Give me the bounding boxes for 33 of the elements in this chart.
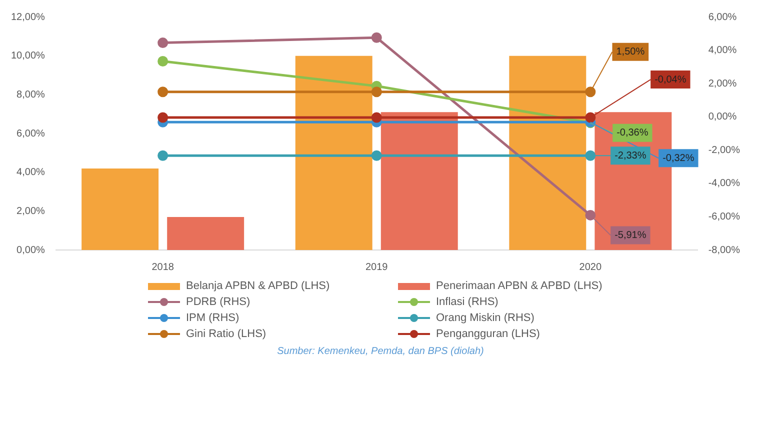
y-tick-label: 8,00% [16,89,46,100]
legend-label: Orang Miskin (RHS) [436,312,534,324]
y2-tick-label: 0,00% [708,112,737,123]
legend-label: Pengangguran (LHS) [436,328,540,340]
legend-label: IPM (RHS) [186,312,240,324]
data-label: -2,33% [614,150,646,162]
legend-label: PDRB (RHS) [186,296,250,308]
y2-tick-label: 2,00% [708,78,737,90]
x-tick-label: 2020 [579,262,602,273]
legend-label: Penerimaan APBN & APBD (LHS) [436,280,602,292]
legend-label: Gini Ratio (LHS) [186,328,266,340]
y-tick-label: 6,00% [16,128,46,140]
y2-tick-label: 4,00% [708,45,737,56]
y2-tick-label: -2,00% [708,144,740,156]
y2-tick-label: -8,00% [708,244,740,256]
data-label: -0,36% [616,128,648,139]
y-tick-label: 0,00% [16,244,46,256]
data-label: -5,91% [614,230,646,241]
y-tick-label: 2,00% [16,206,46,217]
data-label: -0,04% [654,74,686,86]
data-label: -0,32% [662,152,694,164]
y-tick-label: 12,00% [10,12,46,23]
text: Sumber: Kemenkeu, Pemda, dan BPS (diolah) [276,346,485,357]
y2-tick-label: -6,00% [708,211,740,222]
legend-label: Inflasi (RHS) [436,296,498,308]
y-tick-label: 4,00% [16,167,46,178]
y2-tick-label: 6,00% [708,12,737,23]
data-label: 1,50% [616,46,645,58]
x-tick-label: 2018 [152,262,174,273]
y-tick-label: 10,00% [10,50,46,62]
y2-tick-label: -4,00% [708,178,740,190]
legend-label: Belanja APBN & APBD (LHS) [186,280,330,292]
x-tick-label: 2019 [365,262,388,273]
